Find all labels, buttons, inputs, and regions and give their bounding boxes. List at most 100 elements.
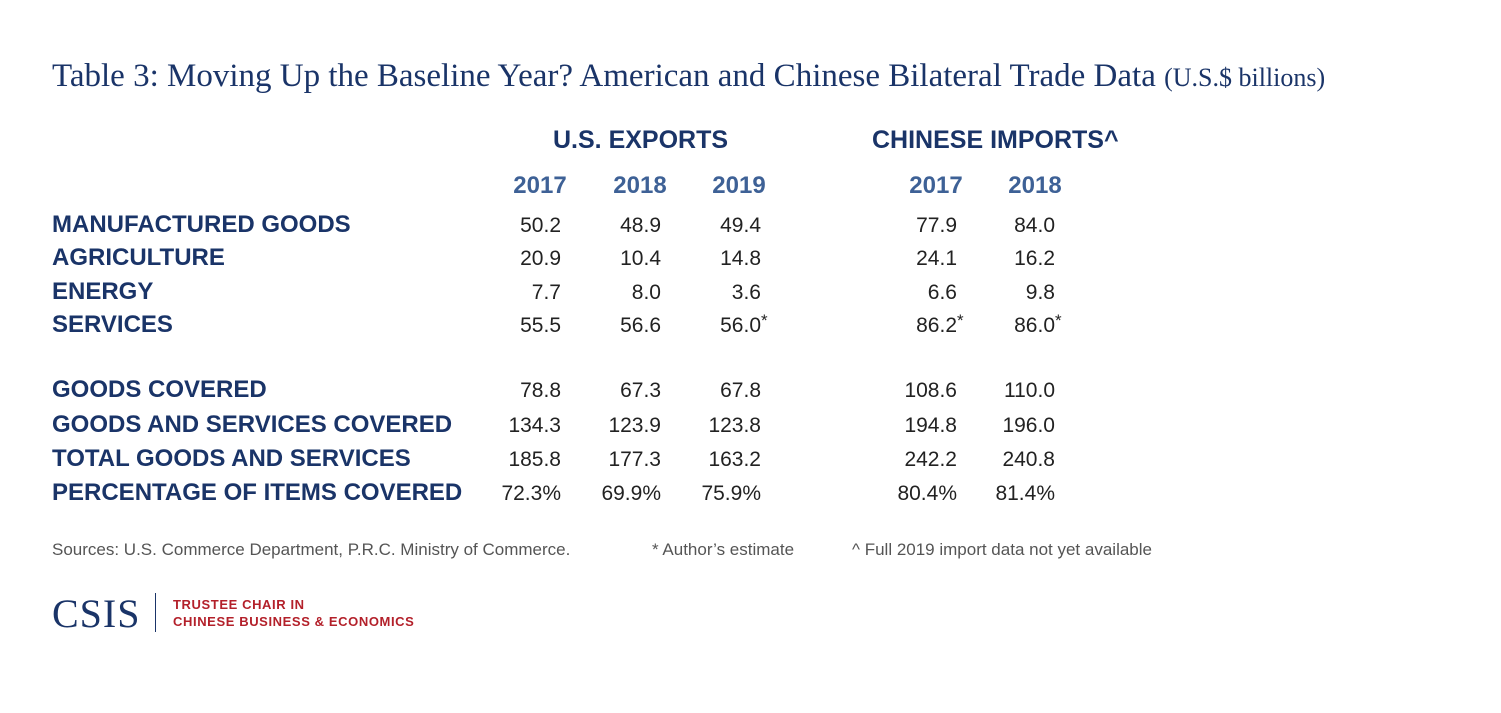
us-cell: 7.7: [532, 281, 561, 305]
cell-value: 86.0: [1014, 314, 1055, 337]
cell-value: 196.0: [1002, 414, 1055, 437]
row-label: PERCENTAGE OF ITEMS COVERED: [52, 479, 463, 506]
us-cell: 163.2: [708, 448, 761, 472]
cn-cell: 86.0 *: [1014, 311, 1062, 338]
cn-cell: 77.9: [916, 214, 957, 238]
cell-value: 84.0: [1014, 214, 1055, 237]
cell-value: 69.9%: [601, 482, 661, 505]
us-cell: 50.2: [520, 214, 561, 238]
chinese-imports-header: CHINESE IMPORTS^: [872, 126, 1119, 154]
cn-cell: 16.2: [1014, 247, 1055, 271]
us-cell: 69.9%: [601, 482, 661, 506]
cell-value: 56.6: [620, 314, 661, 337]
cell-value: 3.6: [731, 281, 761, 304]
cell-value: 123.8: [708, 414, 761, 437]
cn-cell: 81.4%: [995, 482, 1055, 506]
cn-cell: 80.4%: [897, 482, 957, 506]
cell-value: 81.4%: [995, 482, 1055, 505]
us-cell: 72.3%: [501, 482, 561, 506]
cell-value: 14.8: [720, 247, 761, 270]
csis-logo: CSIS: [52, 591, 141, 636]
us-cell: 10.4: [620, 247, 661, 271]
cell-value: 80.4%: [897, 482, 957, 505]
cell-value: 134.3: [508, 414, 561, 437]
us-cell: 56.6: [620, 314, 661, 338]
cell-value: 242.2: [904, 448, 957, 471]
sources-note: Sources: U.S. Commerce Department, P.R.C…: [52, 540, 571, 559]
row-label: TOTAL GOODS AND SERVICES: [52, 445, 411, 472]
table-title: Table 3: Moving Up the Baseline Year? Am…: [52, 58, 1325, 95]
us-cell: 123.9: [608, 414, 661, 438]
us-year-2019: 2019: [712, 172, 766, 199]
us-year-2017: 2017: [513, 172, 567, 199]
title-text: Table 3: Moving Up the Baseline Year? Am…: [52, 58, 1156, 94]
cell-value: 77.9: [916, 214, 957, 237]
cell-value: 123.9: [608, 414, 661, 437]
us-cell: 14.8: [720, 247, 761, 271]
cn-cell: 86.2 *: [916, 311, 964, 338]
row-label: MANUFACTURED GOODS: [52, 211, 351, 238]
cn-cell: 194.8: [904, 414, 957, 438]
row-label: GOODS AND SERVICES COVERED: [52, 411, 453, 438]
us-cell: 177.3: [608, 448, 661, 472]
cell-value: 86.2: [916, 314, 957, 337]
cell-value: 163.2: [708, 448, 761, 471]
row-label: SERVICES: [52, 311, 173, 338]
cell-value: 56.0: [720, 314, 761, 337]
cell-value: 108.6: [904, 379, 957, 402]
cell-value: 16.2: [1014, 247, 1055, 270]
title-unit: (U.S.$ billions): [1164, 63, 1326, 92]
cn-cell: 240.8: [1002, 448, 1055, 472]
us-cell: 56.0 *: [720, 311, 768, 338]
us-cell: 55.5: [520, 314, 561, 338]
estimate-note: * Author’s estimate: [652, 540, 795, 559]
cn-cell: 110.0: [1004, 379, 1055, 403]
cn-cell: 108.6: [904, 379, 957, 403]
cn-cell: 9.8: [1026, 281, 1055, 305]
us-cell: 78.8: [520, 379, 561, 403]
cell-value: 55.5: [520, 314, 561, 337]
row-label: AGRICULTURE: [52, 244, 225, 271]
cell-value: 67.3: [620, 379, 661, 402]
cn-year-2018: 2018: [1008, 172, 1062, 199]
cell-value: 194.8: [904, 414, 957, 437]
cell-value: 75.9%: [701, 482, 761, 505]
us-cell: 20.9: [520, 247, 561, 271]
cn-cell: 24.1: [916, 247, 957, 271]
estimate-marker: *: [1055, 311, 1062, 330]
estimate-marker: *: [761, 311, 768, 330]
us-cell: 67.8: [720, 379, 761, 403]
cell-value: 7.7: [531, 281, 561, 304]
logo-line-1: TRUSTEE CHAIR IN: [173, 597, 305, 612]
cell-value: 240.8: [1002, 448, 1055, 471]
cn-cell: 242.2: [904, 448, 957, 472]
cn-year-2017: 2017: [909, 172, 963, 199]
row-label: GOODS COVERED: [52, 376, 267, 403]
estimate-marker: *: [957, 311, 964, 330]
cell-value: 185.8: [508, 448, 561, 471]
us-cell: 75.9%: [701, 482, 761, 506]
logo-divider: [155, 593, 156, 632]
cell-value: 50.2: [520, 214, 561, 237]
cell-value: 9.8: [1025, 281, 1055, 304]
us-cell: 48.9: [620, 214, 661, 238]
caret-note: ^ Full 2019 import data not yet availabl…: [852, 540, 1152, 559]
cell-value: 72.3%: [501, 482, 561, 505]
cell-value: 8.0: [631, 281, 661, 304]
us-cell: 123.8: [708, 414, 761, 438]
logo-line-2: CHINESE BUSINESS & ECONOMICS: [173, 614, 415, 629]
us-cell: 3.6: [732, 281, 761, 305]
us-cell: 134.3: [508, 414, 561, 438]
us-cell: 185.8: [508, 448, 561, 472]
cn-cell: 196.0: [1002, 414, 1055, 438]
us-year-2018: 2018: [613, 172, 667, 199]
cell-value: 6.6: [927, 281, 957, 304]
cell-value: 10.4: [620, 247, 661, 270]
cell-value: 177.3: [608, 448, 661, 471]
cell-value: 20.9: [520, 247, 561, 270]
us-cell: 49.4: [720, 214, 761, 238]
cell-value: 110.0: [1004, 379, 1055, 402]
cell-value: 67.8: [720, 379, 761, 402]
cell-value: 48.9: [620, 214, 661, 237]
cell-value: 49.4: [720, 214, 761, 237]
